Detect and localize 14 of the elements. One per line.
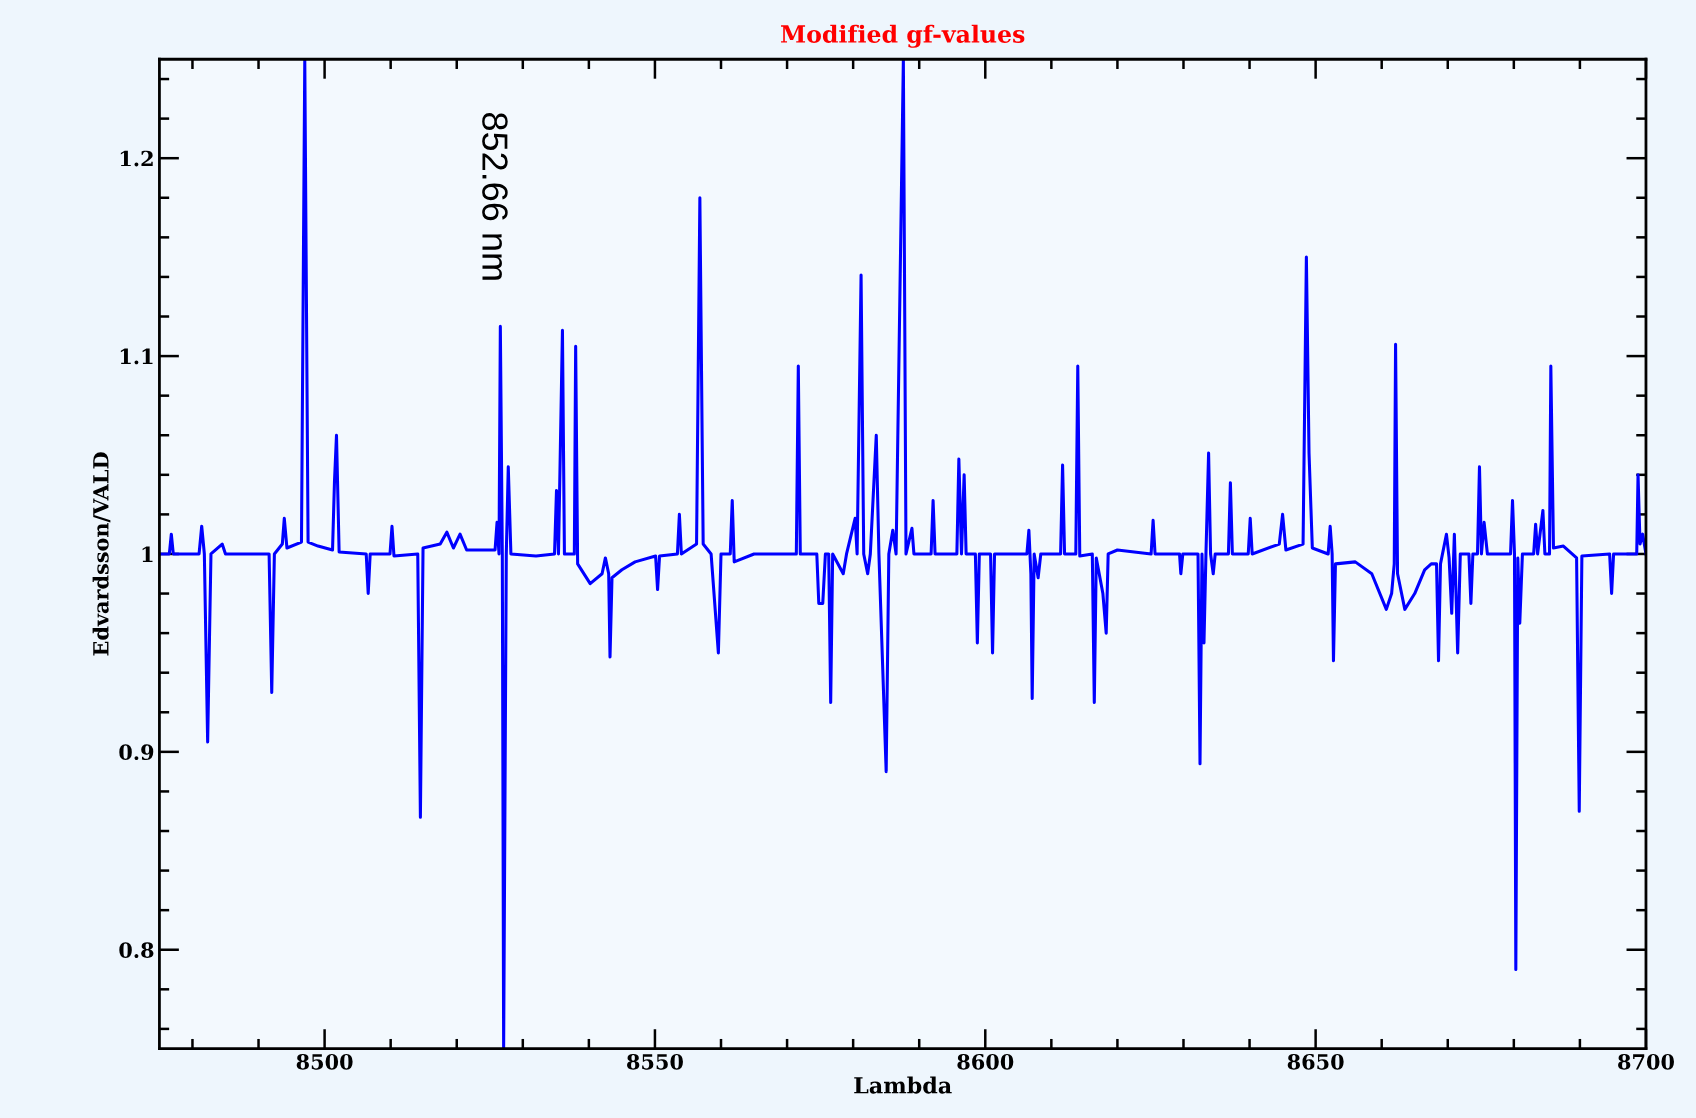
x-axis-title: Lambda — [854, 1076, 952, 1094]
x-tick-label: 8500 — [296, 1053, 353, 1070]
y-tick-label: 1.2 — [120, 150, 153, 167]
y-tick-label: 1 — [142, 546, 153, 562]
x-tick-label: 8650 — [1287, 1053, 1344, 1070]
y-tick-label: 0.9 — [119, 744, 154, 761]
chart-title: Modified gf-values — [781, 24, 1025, 48]
y-tick-label: 0.8 — [119, 942, 154, 958]
x-tick-label: 8700 — [1618, 1053, 1674, 1070]
x-tick-label: 8550 — [627, 1053, 683, 1070]
y-axis-title: Edvardsson/VALD — [92, 452, 111, 656]
x-tick-label: 8600 — [957, 1053, 1014, 1070]
y-tick-label: 1.1 — [120, 348, 153, 365]
annotation: 852.66 nm — [482, 113, 508, 280]
